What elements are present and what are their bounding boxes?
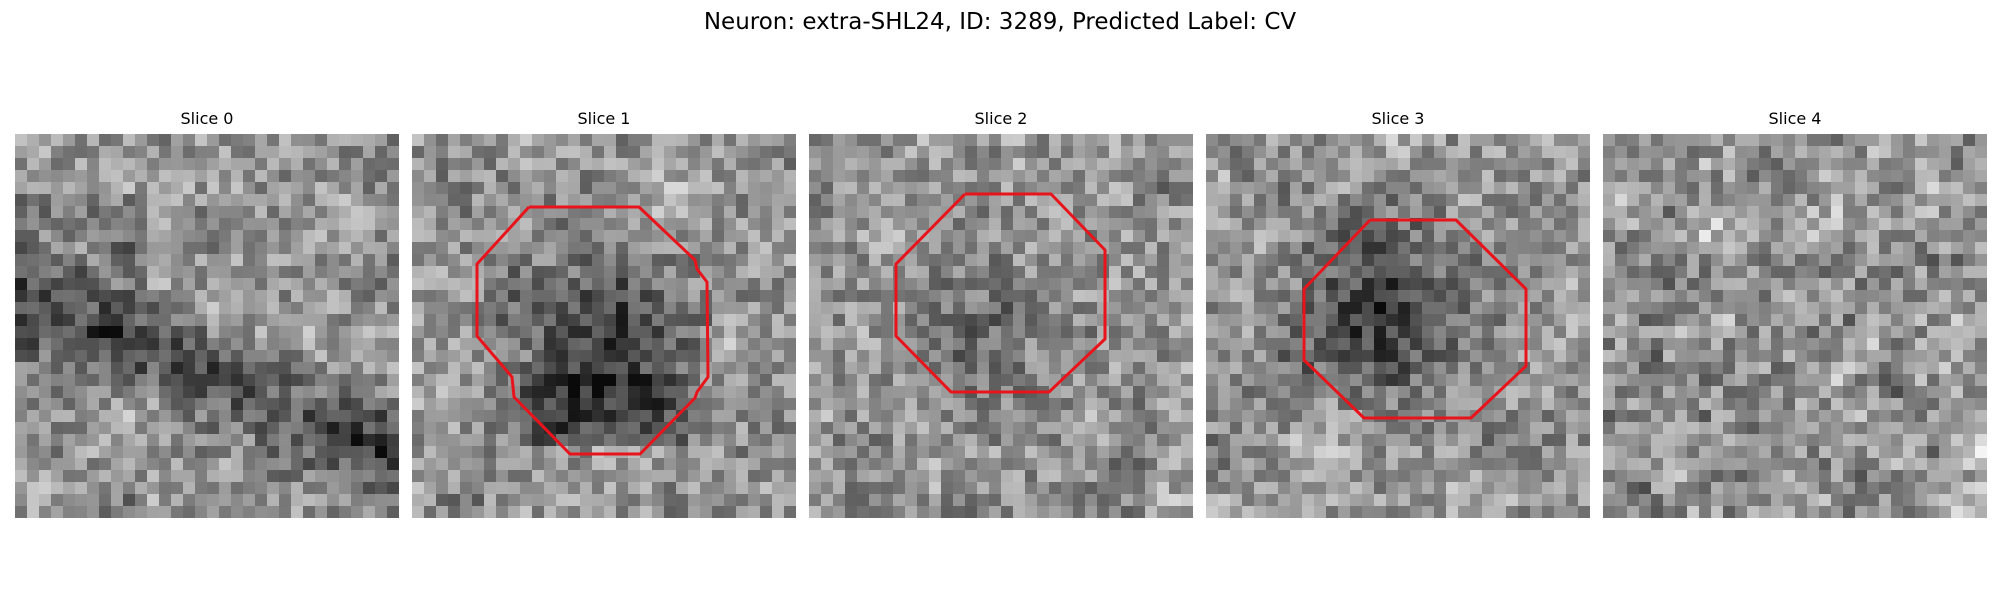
slice-title-2: Slice 2 — [809, 108, 1193, 130]
slice-image-4 — [1603, 134, 1987, 518]
slice-panel-4: Slice 4 — [1603, 108, 1987, 130]
slice-title-1: Slice 1 — [412, 108, 796, 130]
roi-outline-1 — [412, 134, 796, 518]
slice-title-3: Slice 3 — [1206, 108, 1590, 130]
roi-outline-3 — [1206, 134, 1590, 518]
slice-image-0 — [15, 134, 399, 518]
slice-panel-2: Slice 2 — [809, 108, 1193, 130]
slice-title-0: Slice 0 — [15, 108, 399, 130]
slice-title-4: Slice 4 — [1603, 108, 1987, 130]
slice-panel-0: Slice 0 — [15, 108, 399, 130]
figure-title: Neuron: extra-SHL24, ID: 3289, Predicted… — [0, 6, 2000, 38]
roi-outline-2 — [809, 134, 1193, 518]
slice-panel-3: Slice 3 — [1206, 108, 1590, 130]
slice-panel-1: Slice 1 — [412, 108, 796, 130]
